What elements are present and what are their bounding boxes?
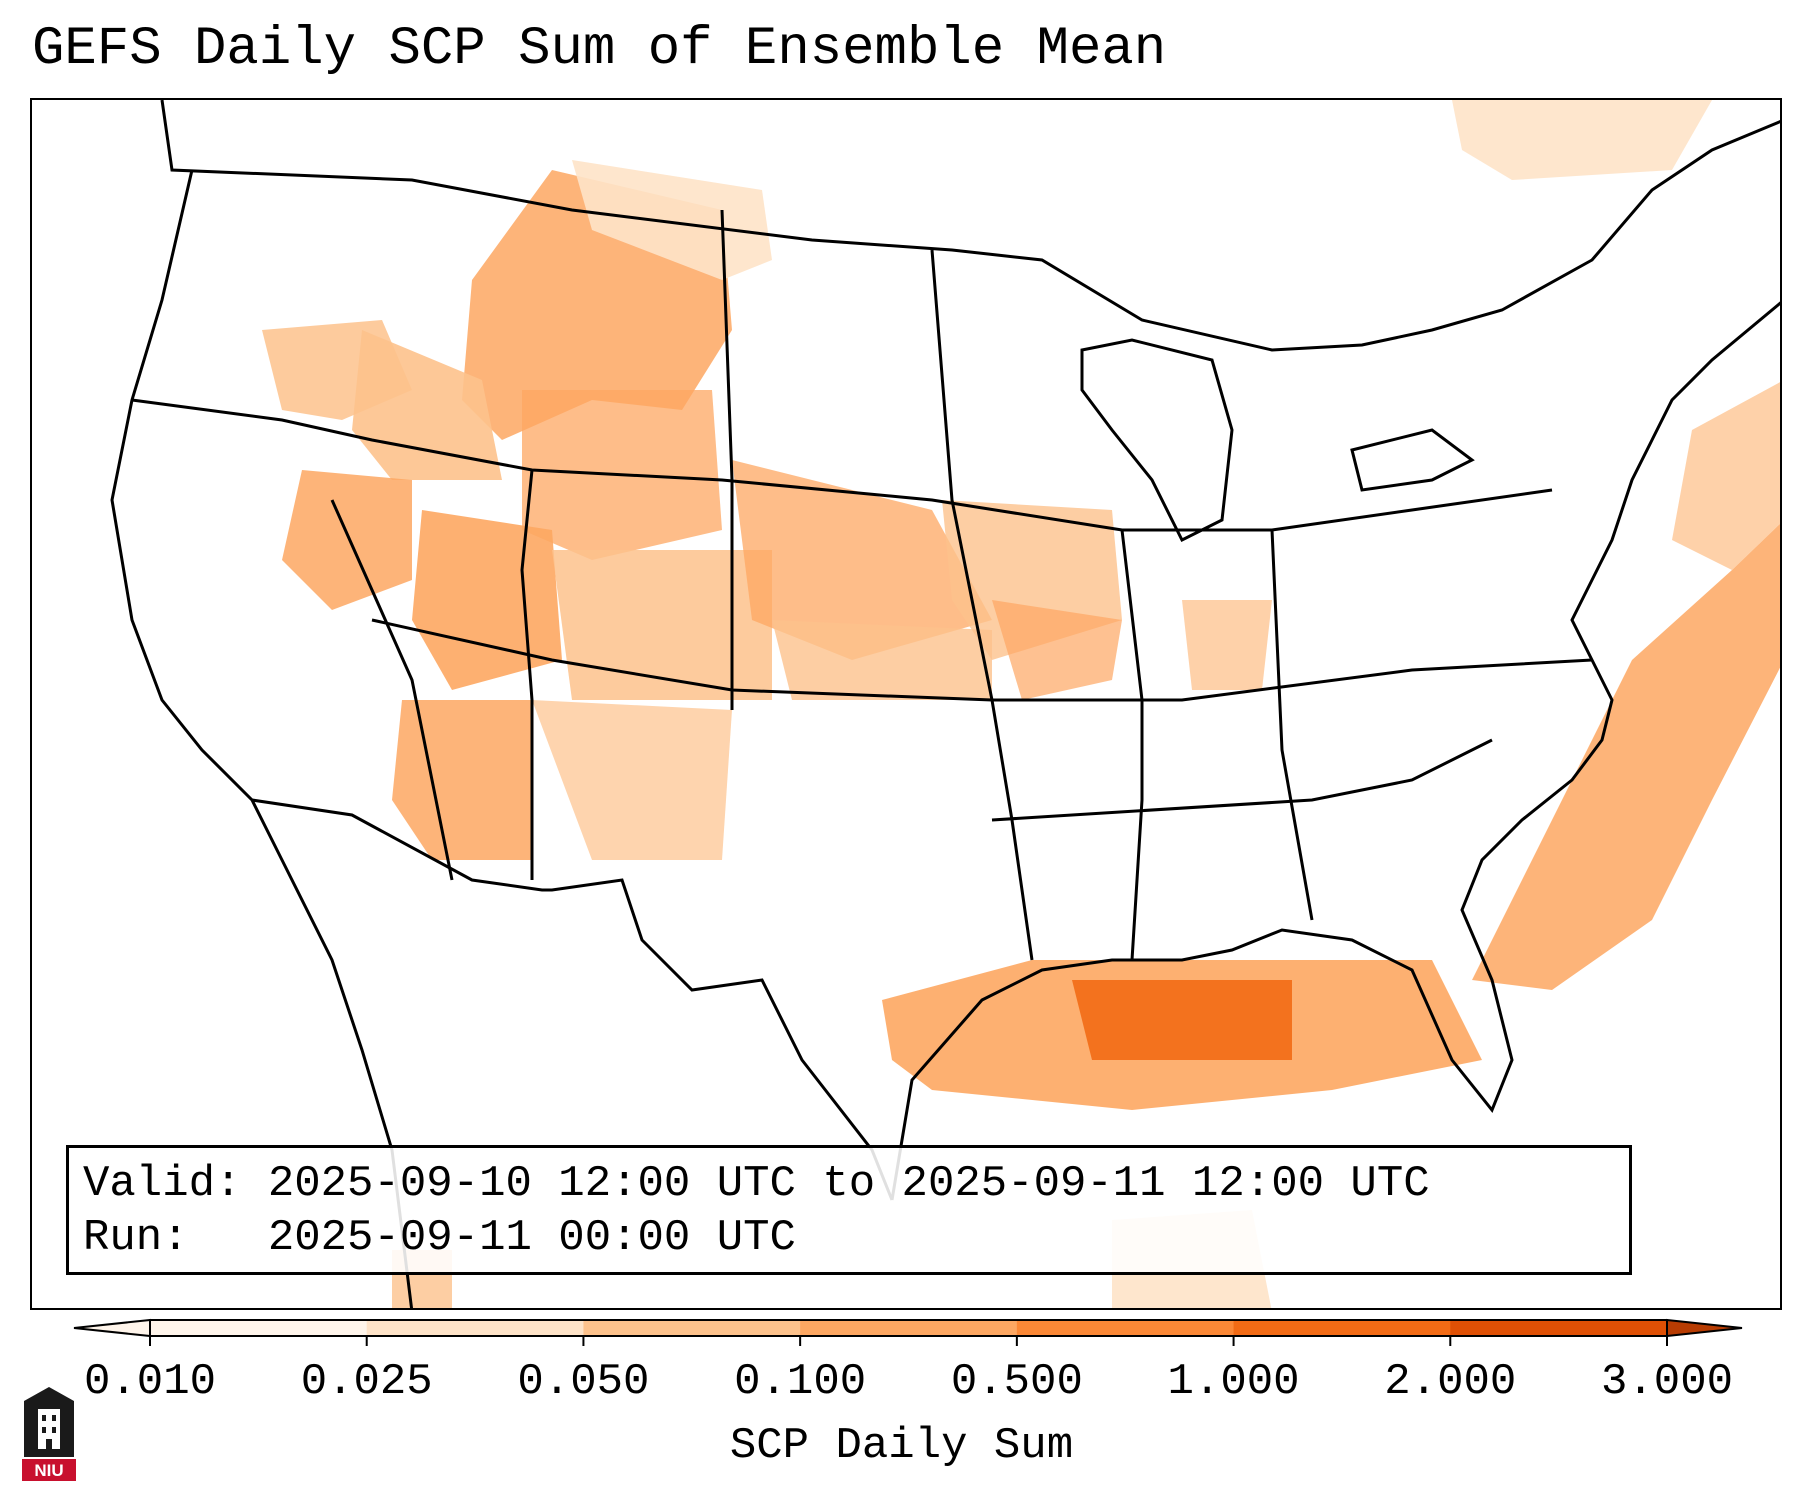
colorbar [73, 1318, 1743, 1346]
gulf-coast [890, 301, 1780, 1201]
scp-region-newmexico [532, 700, 732, 860]
run-label: Run: [83, 1213, 189, 1263]
great-lakes-2 [1350, 428, 1475, 492]
colorbar-tick-label: 2.000 [1384, 1357, 1517, 1407]
scp-region-atlantic-light [1672, 382, 1780, 570]
colorbar-tick-label: 0.025 [300, 1357, 433, 1407]
colorbar-tick-label: 0.500 [950, 1357, 1083, 1407]
scp-region-canada-east [1452, 100, 1712, 180]
colorbar-segment [366, 1320, 584, 1336]
state-line-7 [1120, 529, 1144, 961]
scp-region-nevada [282, 470, 412, 610]
state-line-4 [520, 469, 534, 880]
colorbar-segment [1016, 1320, 1235, 1336]
valid-label: Valid: [83, 1159, 242, 1209]
scp-region-atlantic [1472, 523, 1780, 990]
us-canada-border [160, 100, 1780, 352]
scp-region-missouri [992, 600, 1122, 700]
scp-region-nebraska [732, 460, 992, 660]
valid-run-infobox: Valid: 2025-09-10 12:00 UTC to 2025-09-1… [66, 1145, 1632, 1275]
map-canvas [110, 100, 1780, 1308]
run-text: 2025-09-11 00:00 UTC [267, 1213, 796, 1263]
scp-shading [262, 100, 1780, 1308]
scp-region-kansas [772, 620, 992, 700]
valid-line: Valid: 2025-09-10 12:00 UTC to 2025-09-1… [83, 1158, 1430, 1210]
scp-region-utah [412, 510, 562, 690]
state-line-5 [720, 209, 734, 710]
colorbar-segment [150, 1320, 368, 1336]
map-boundaries [110, 100, 1780, 1308]
state-line-1 [131, 398, 1553, 532]
colorbar-extend-left [73, 1318, 151, 1338]
state-line-6 [930, 249, 1034, 961]
run-line: Run: 2025-09-11 00:00 UTC [83, 1212, 796, 1264]
colorbar-segment [1450, 1320, 1668, 1336]
niu-logo: NIU [22, 1387, 76, 1481]
map-title: GEFS Daily SCP Sum of Ensemble Mean [32, 19, 1167, 80]
colorbar-tick-label: 0.050 [517, 1357, 650, 1407]
us-mexico-border [251, 798, 894, 1201]
state-line-8 [1270, 529, 1314, 921]
colorbar-segment [1233, 1320, 1451, 1336]
colorbar-segment [800, 1320, 1018, 1336]
colorbar-segment [583, 1320, 801, 1336]
colorbar-extend-right [1666, 1318, 1743, 1338]
map-frame [30, 98, 1782, 1310]
scp-region-gulf-core [1072, 980, 1292, 1060]
state-line-9 [991, 738, 1493, 822]
colorbar-outline [149, 1319, 1668, 1337]
colorbar-tick-label: 0.010 [83, 1357, 217, 1407]
colorbar-tick-label: 0.100 [734, 1357, 867, 1407]
scp-region-colorado [552, 550, 772, 700]
scp-region-arizona [392, 700, 532, 860]
valid-text: 2025-09-10 12:00 UTC to 2025-09-11 12:00… [267, 1159, 1430, 1209]
colorbar-label: SCP Daily Sum [729, 1421, 1074, 1471]
scp-region-indiana [1182, 600, 1272, 690]
colorbar-segments [150, 1320, 1668, 1336]
colorbar-ticks [149, 1336, 1668, 1346]
niu-logo-banner [22, 1459, 76, 1481]
great-lakes [1080, 338, 1234, 543]
colorbar-tick-label: 3.000 [1600, 1357, 1734, 1407]
state-line-3 [330, 499, 454, 881]
colorbar-tick-label: 1.000 [1167, 1357, 1300, 1407]
niu-logo-text: NIU [34, 1461, 63, 1480]
